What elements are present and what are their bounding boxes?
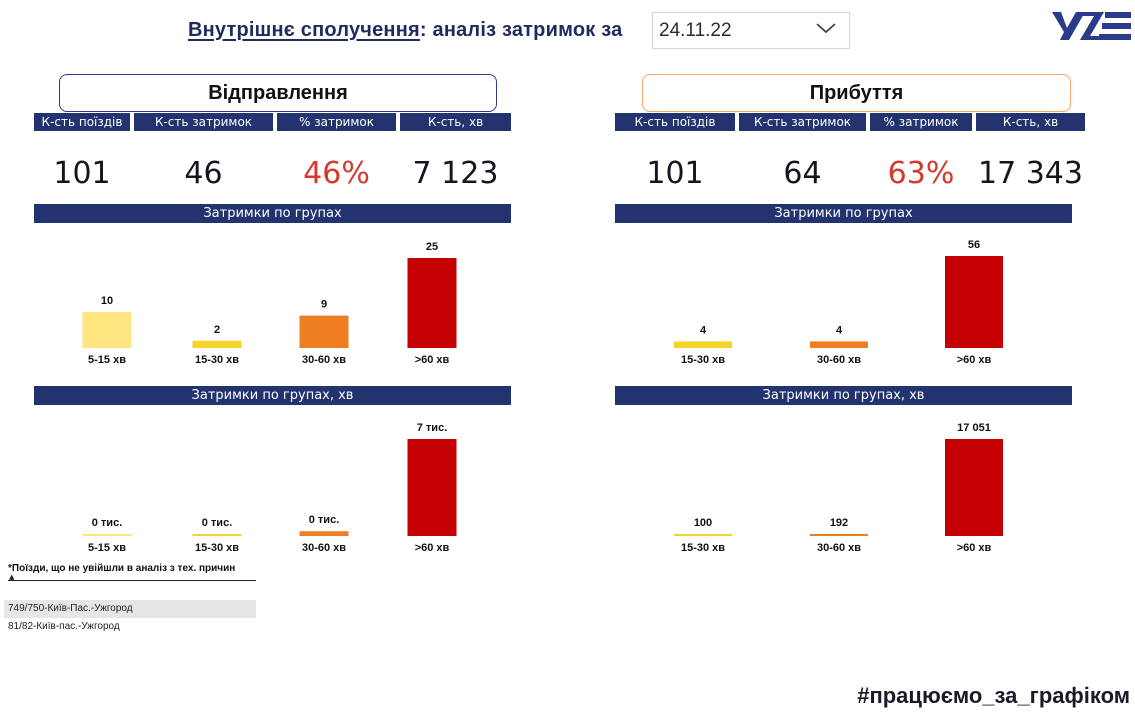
data-label: 100	[694, 517, 712, 529]
data-label: 192	[830, 517, 848, 529]
data-label: 17 051	[957, 422, 991, 434]
date-value: 24.11.22	[659, 19, 732, 41]
data-label: 7 тис.	[417, 422, 448, 434]
category-label: 5-15 хв	[88, 542, 126, 554]
arr-kpi-label-trains: К-сть поїздів	[615, 113, 735, 131]
category-label: 15-30 хв	[681, 542, 725, 554]
category-label: 30-60 хв	[817, 354, 861, 366]
category-label: >60 хв	[957, 354, 992, 366]
category-label: 15-30 хв	[681, 354, 725, 366]
data-label: 56	[968, 239, 980, 251]
arr-minutes-chart: 100 15-30 хв 192 30-60 хв 17 051 >60 хв	[674, 422, 1003, 554]
dep-count-chart: 10 5-15 хв 2 15-30 хв 9 30-60 хв 25 >60 хв	[82, 241, 457, 366]
arr-kpi-label-minutes: К-сть, хв	[976, 113, 1085, 131]
excluded-note: *Поїзди, що не увійшли в аналіз з тех. п…	[8, 563, 236, 574]
dep-minutes-chart: 0 тис. 5-15 хв 0 тис. 15-30 хв 0 тис. 30-60 х…	[82, 422, 457, 554]
note-divider	[8, 580, 256, 581]
bar[interactable]	[299, 531, 349, 536]
data-label: 25	[426, 241, 438, 253]
title-text: : аналіз затримок за	[419, 18, 623, 41]
bar[interactable]	[82, 312, 132, 348]
bar[interactable]	[82, 534, 132, 536]
date-dropdown[interactable]: 24.11.22	[652, 12, 850, 49]
footer-hashtag: #працюємо_за_графіком	[857, 683, 1130, 708]
dep-kpi-label-percent: % затримок	[277, 113, 396, 131]
bar[interactable]	[407, 439, 457, 536]
bar[interactable]	[674, 534, 732, 536]
arr-kpi-minutes: 17 343	[978, 156, 1083, 191]
chevron-down-icon	[816, 23, 836, 34]
report-title: Внутрішнє сполучення : аналіз затримок з…	[188, 12, 622, 48]
arrival-header: Прибуття	[642, 74, 1071, 112]
bar[interactable]	[674, 341, 732, 348]
data-label: 9	[321, 299, 327, 311]
category-label: >60 хв	[415, 354, 450, 366]
bar[interactable]	[299, 315, 349, 348]
bar[interactable]	[192, 340, 242, 348]
bar[interactable]	[192, 534, 242, 536]
title-link[interactable]: Внутрішнє сполучення	[188, 18, 420, 41]
excluded-train-row: 81/82-Київ-пас.-Ужгород	[8, 621, 120, 632]
arr-kpi-delays: 64	[783, 156, 822, 191]
departure-header: Відправлення	[59, 74, 497, 112]
arr-kpi-trains: 101	[646, 156, 704, 191]
bar[interactable]	[945, 439, 1003, 536]
arr-kpi-label-percent: % затримок	[870, 113, 972, 131]
data-label: 2	[214, 324, 220, 336]
category-label: >60 хв	[957, 542, 992, 554]
bar[interactable]	[810, 534, 868, 536]
data-label: 4	[836, 324, 843, 336]
category-label: 15-30 хв	[195, 354, 239, 366]
data-label: 10	[101, 295, 113, 307]
category-label: 30-60 хв	[302, 542, 346, 554]
category-label: 30-60 хв	[302, 354, 346, 366]
dep-kpi-label-delays: К-сть затримок	[134, 113, 273, 131]
dep-kpi-delays: 46	[184, 156, 223, 191]
category-label: 30-60 хв	[817, 542, 861, 554]
category-label: 15-30 хв	[195, 542, 239, 554]
dep-kpi-percent: 46%	[303, 156, 370, 191]
uz-logo-icon	[1052, 12, 1131, 40]
category-label: 5-15 хв	[88, 354, 126, 366]
bar[interactable]	[407, 258, 457, 348]
arr-kpi-percent: 63%	[887, 156, 955, 191]
dep-kpi-trains: 101	[53, 156, 111, 191]
dep-kpi-minutes: 7 123	[412, 156, 499, 191]
bar[interactable]	[810, 341, 868, 348]
arr-count-chart: 4 15-30 хв 4 30-60 хв 56 >60 хв	[674, 239, 1003, 366]
dep-minutes-title: Затримки по групах, хв	[34, 386, 511, 405]
dep-kpi-label-minutes: К-сть, хв	[400, 113, 511, 131]
arr-kpi-label-delays: К-сть затримок	[739, 113, 866, 131]
arr-minutes-title: Затримки по групах, хв	[615, 386, 1072, 405]
sort-arrow-icon: ▲	[9, 573, 15, 581]
dep-groups-title: Затримки по групах	[34, 204, 511, 223]
bar[interactable]	[945, 256, 1003, 348]
excluded-train-row: 749/750-Київ-Пас.-Ужгород	[4, 600, 256, 618]
data-label: 4	[700, 324, 707, 336]
data-label: 0 тис.	[202, 517, 233, 529]
category-label: >60 хв	[415, 542, 450, 554]
arr-groups-title: Затримки по групах	[615, 204, 1072, 223]
data-label: 0 тис.	[92, 517, 123, 529]
dep-kpi-label-trains: К-сть поїздів	[34, 113, 130, 131]
data-label: 0 тис.	[309, 514, 340, 526]
